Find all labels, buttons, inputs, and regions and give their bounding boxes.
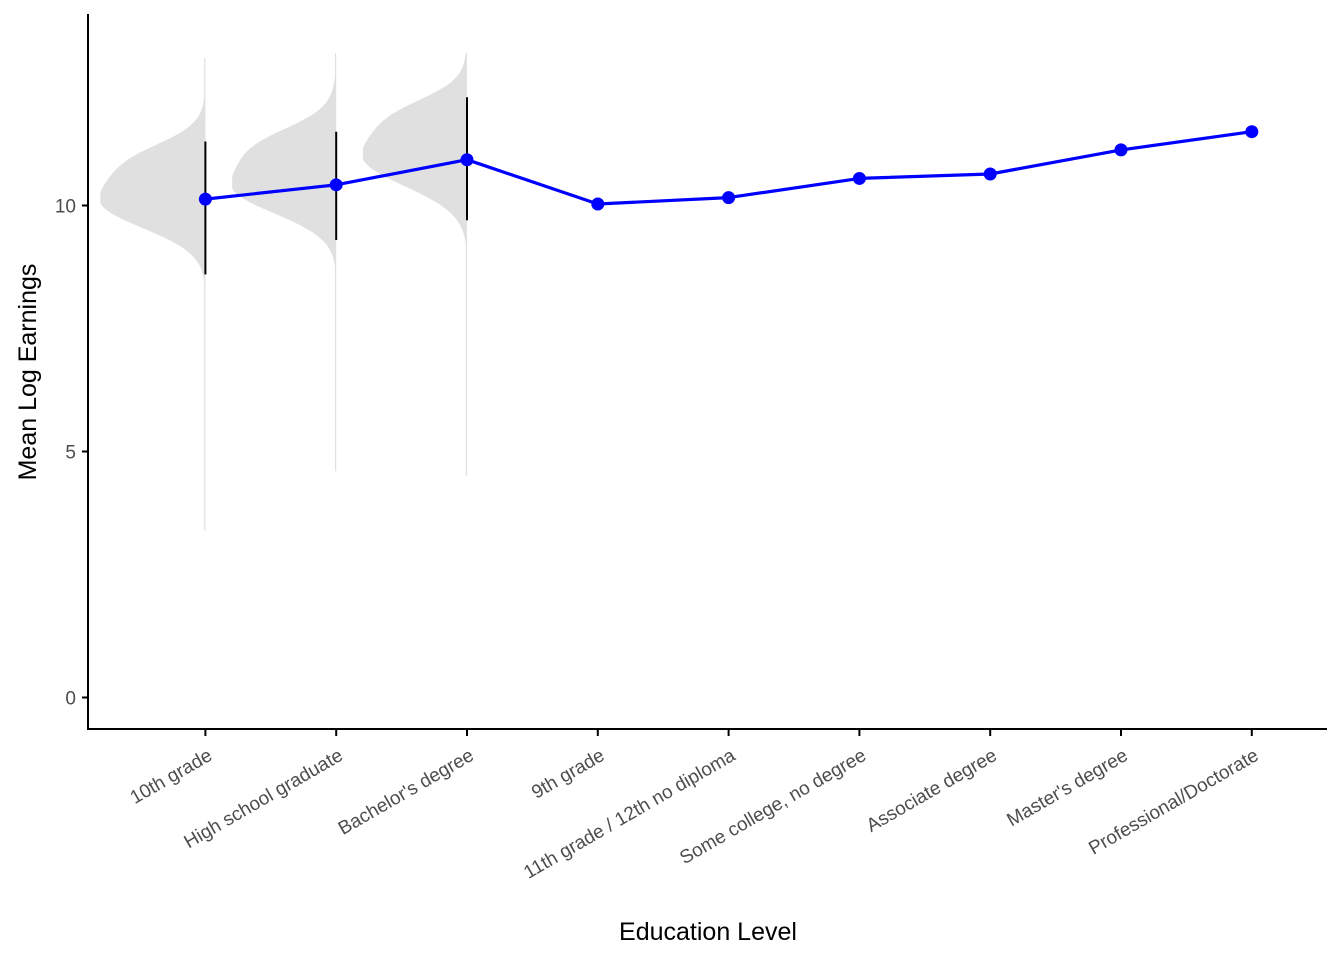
y-tick-label: 10 xyxy=(55,197,76,218)
data-point xyxy=(460,153,474,167)
data-point xyxy=(983,167,997,181)
y-tick-label: 0 xyxy=(65,689,76,710)
x-tick-label: Associate degree xyxy=(863,745,1001,837)
data-point xyxy=(852,171,866,185)
data-point xyxy=(1114,143,1128,157)
data-point xyxy=(591,197,605,211)
x-tick-label: 9th grade xyxy=(528,745,608,803)
density-shape xyxy=(363,52,467,477)
data-point xyxy=(329,178,343,192)
x-tick-label: 11th grade / 12th no diploma xyxy=(520,745,739,884)
data-point-layer xyxy=(198,125,1259,211)
x-tick-label: Master's degree xyxy=(1004,745,1132,831)
data-point xyxy=(198,192,212,206)
y-axis-title: Mean Log Earnings xyxy=(14,264,42,481)
data-point xyxy=(1245,125,1259,139)
y-tick-label: 5 xyxy=(65,443,76,464)
density-shape xyxy=(100,57,206,531)
data-point xyxy=(722,191,736,205)
x-tick-label: Bachelor's degree xyxy=(335,745,478,839)
x-tick-label: 10th grade xyxy=(127,745,216,809)
x-axis-title: Education Level xyxy=(619,918,797,946)
density-shape xyxy=(232,52,337,472)
density-layer xyxy=(100,52,467,531)
